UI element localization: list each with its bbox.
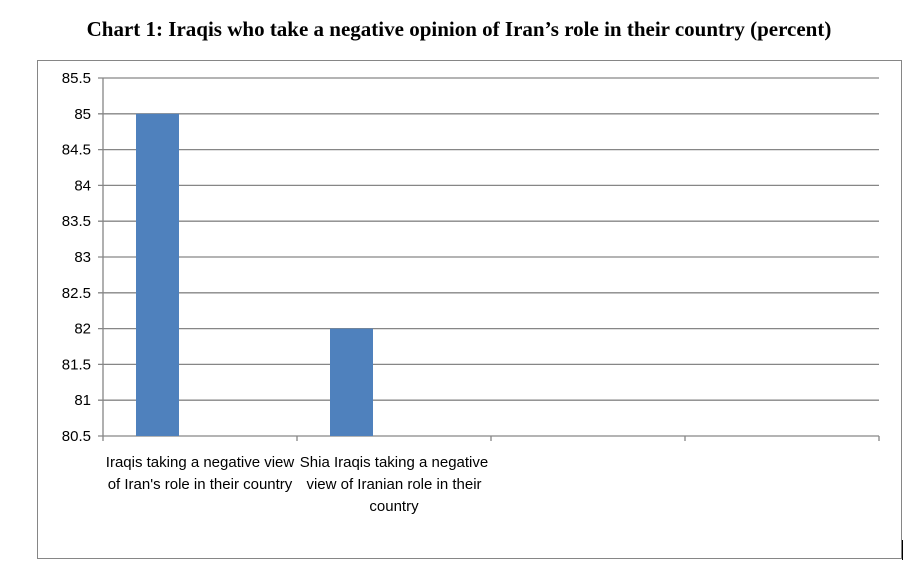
y-tick-label: 82.5 — [62, 285, 91, 302]
x-category-label: Shia Iraqis taking a negative view of Ir… — [299, 454, 489, 515]
y-tick-label: 80.5 — [62, 428, 91, 445]
text-cursor — [902, 540, 903, 560]
x-category-label: Iraqis taking a negative view of Iran's … — [105, 454, 295, 493]
y-tick-label: 85.5 — [62, 70, 91, 87]
y-tick-label: 81 — [74, 392, 91, 409]
bar — [330, 328, 373, 436]
y-tick-label: 81.5 — [62, 356, 91, 373]
y-tick-label: 85 — [74, 106, 91, 123]
chart-frame — [37, 60, 902, 559]
bar — [136, 113, 179, 437]
y-tick-label: 84.5 — [62, 142, 91, 159]
y-tick-label: 83.5 — [62, 213, 91, 230]
chart-title: Chart 1: Iraqis who take a negative opin… — [86, 17, 832, 41]
y-tick-label: 84 — [74, 177, 91, 194]
y-tick-label: 82 — [74, 321, 91, 338]
y-tick-label: 83 — [74, 249, 91, 266]
